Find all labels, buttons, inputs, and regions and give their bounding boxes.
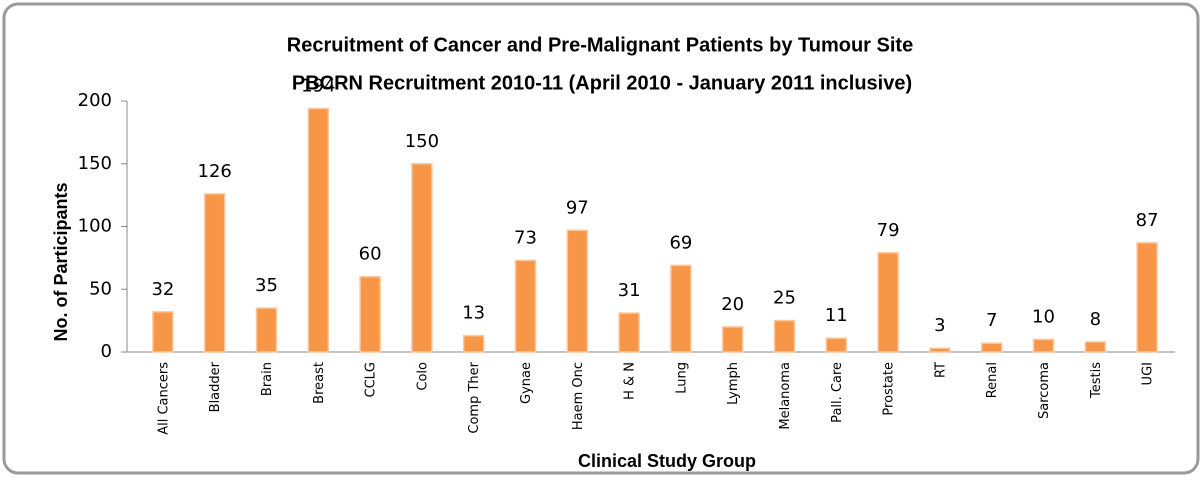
bar <box>152 311 174 353</box>
bar <box>1032 338 1055 353</box>
x-tick-label: Testis <box>1089 362 1104 399</box>
value-label: 8 <box>1090 309 1101 330</box>
y-tick-label: 50 <box>89 278 112 299</box>
value-label: 79 <box>877 220 900 241</box>
bar <box>773 319 796 353</box>
value-label: 11 <box>825 305 848 326</box>
x-tick-label: Brain <box>260 362 275 396</box>
value-label: 97 <box>566 197 589 218</box>
bar <box>462 334 485 353</box>
x-tick-label: Bladder <box>208 361 223 412</box>
value-label: 87 <box>1136 210 1159 231</box>
value-label: 126 <box>198 161 232 182</box>
x-tick-label: Gynae <box>519 362 534 404</box>
bar <box>1136 242 1158 353</box>
chart-subtitle: PBCRN Recruitment 2010-11 (April 2010 - … <box>292 72 912 94</box>
value-label: 150 <box>405 131 439 152</box>
value-label: 31 <box>618 280 641 301</box>
bar <box>618 312 640 353</box>
x-tick-label: Melanoma <box>778 362 793 430</box>
bar <box>825 337 848 353</box>
bar <box>514 259 537 353</box>
x-tick-label: Colo <box>415 362 430 391</box>
y-tick-label: 200 <box>78 90 112 111</box>
x-tick-label: Breast <box>312 362 327 404</box>
value-label: 32 <box>151 279 174 300</box>
x-tick-label: Pall. Care <box>830 362 845 423</box>
x-tick-label: All Cancers <box>156 362 171 435</box>
bar <box>566 229 589 353</box>
chart-title: Recruitment of Cancer and Pre-Malignant … <box>287 34 913 56</box>
x-axis-title: Clinical Study Group <box>578 451 756 471</box>
x-tick-label: RT <box>933 362 948 378</box>
x-tick-label: UGI <box>1141 362 1156 385</box>
value-label: 194 <box>301 76 335 97</box>
x-tick-label: Haem Onc <box>571 362 586 430</box>
bar <box>255 307 278 353</box>
y-tick-label: 150 <box>78 153 112 174</box>
value-label: 20 <box>721 294 744 315</box>
x-tick-label: Comp Ther <box>467 361 482 433</box>
x-tick-label: Renal <box>985 362 1000 398</box>
value-label: 13 <box>462 303 485 324</box>
y-axis-title: No. of Participants <box>51 182 71 341</box>
value-label: 25 <box>773 288 796 309</box>
value-label: 60 <box>359 244 382 265</box>
x-tick-label: Prostate <box>882 362 897 416</box>
bar <box>721 326 744 353</box>
bar <box>411 163 433 353</box>
bar <box>359 275 381 353</box>
x-tick-label: Sarcoma <box>1037 362 1052 419</box>
y-tick-label: 0 <box>101 341 112 362</box>
value-label: 7 <box>986 310 997 331</box>
value-label: 35 <box>255 275 278 296</box>
bar <box>980 342 1003 353</box>
bar <box>203 193 226 353</box>
value-label: 10 <box>1032 306 1055 327</box>
bar <box>670 264 692 353</box>
bar <box>877 252 899 353</box>
x-tick-label: Lung <box>674 362 689 394</box>
bar <box>1084 341 1107 353</box>
value-label: 73 <box>514 227 537 248</box>
x-tick-label: Lymph <box>726 362 741 405</box>
y-tick-label: 100 <box>78 216 112 237</box>
value-label: 3 <box>934 315 945 336</box>
bar <box>307 107 330 353</box>
x-tick-label: CCLG <box>364 362 379 397</box>
x-tick-label: H & N <box>623 362 638 400</box>
bar <box>929 347 951 353</box>
value-label: 69 <box>669 232 692 253</box>
